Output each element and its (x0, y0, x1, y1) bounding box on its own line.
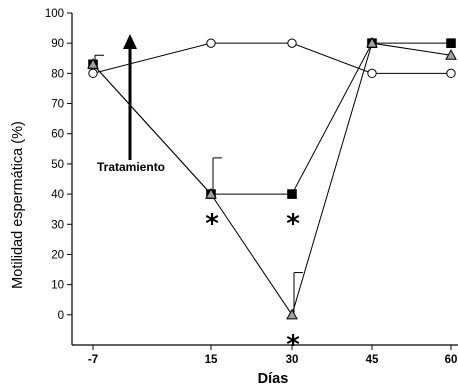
series-lines (92, 42, 452, 316)
point-circle (287, 38, 297, 48)
y-tick-label: 50 (51, 159, 64, 171)
point-triangle (445, 49, 457, 60)
y-axis-title: Motilidad espermática (%) (10, 121, 26, 289)
y-tick-label: 90 (51, 38, 64, 50)
significance-marks: * * * (205, 209, 300, 360)
point-circle (367, 68, 377, 79)
x-tick-label: 60 (445, 354, 458, 366)
series-layer (87, 36, 457, 320)
x-tick-label: 15 (205, 354, 218, 366)
point-triangle (366, 36, 378, 48)
y-tick-label: 70 (51, 99, 64, 111)
significance-star: * (286, 209, 300, 239)
y-tick-label: 80 (51, 68, 64, 80)
y-tick-label: 20 (51, 249, 64, 261)
point-triangle (87, 58, 99, 69)
significance-star: * (286, 330, 300, 360)
point-square (446, 38, 456, 48)
point-circle (446, 68, 456, 79)
error-bars (94, 54, 303, 315)
x-tick-label: 45 (366, 354, 379, 366)
point-circle (206, 38, 216, 48)
treatment-label: Tratamiento (97, 160, 165, 174)
series-line-triangle (92, 42, 452, 316)
y-tick-label: 100 (45, 8, 64, 20)
y-tick-label: 60 (51, 129, 64, 141)
x-tick-label: -7 (88, 354, 98, 366)
series-line-circle (92, 42, 451, 74)
point-triangle (286, 308, 298, 320)
series-markers (87, 36, 457, 320)
x-tick-label: 30 (286, 354, 299, 366)
point-circle (88, 68, 98, 79)
treatment-arrow-head (123, 34, 137, 49)
point-triangle (205, 187, 217, 199)
y-tick-label: 10 (51, 280, 64, 292)
y-tick-label: 30 (51, 219, 64, 231)
significance-star: * (205, 209, 219, 239)
x-axis-title: Días (258, 371, 289, 387)
x-axis-ticks: -7 15 30 45 60 (88, 345, 458, 366)
annotations: Tratamiento (97, 34, 165, 174)
y-axis-ticks: 0 10 20 30 40 50 60 70 80 90 100 (45, 8, 72, 322)
point-square (287, 189, 297, 199)
axes (71, 13, 458, 346)
y-tick-label: 0 (58, 310, 64, 322)
y-tick-label: 40 (51, 189, 64, 201)
